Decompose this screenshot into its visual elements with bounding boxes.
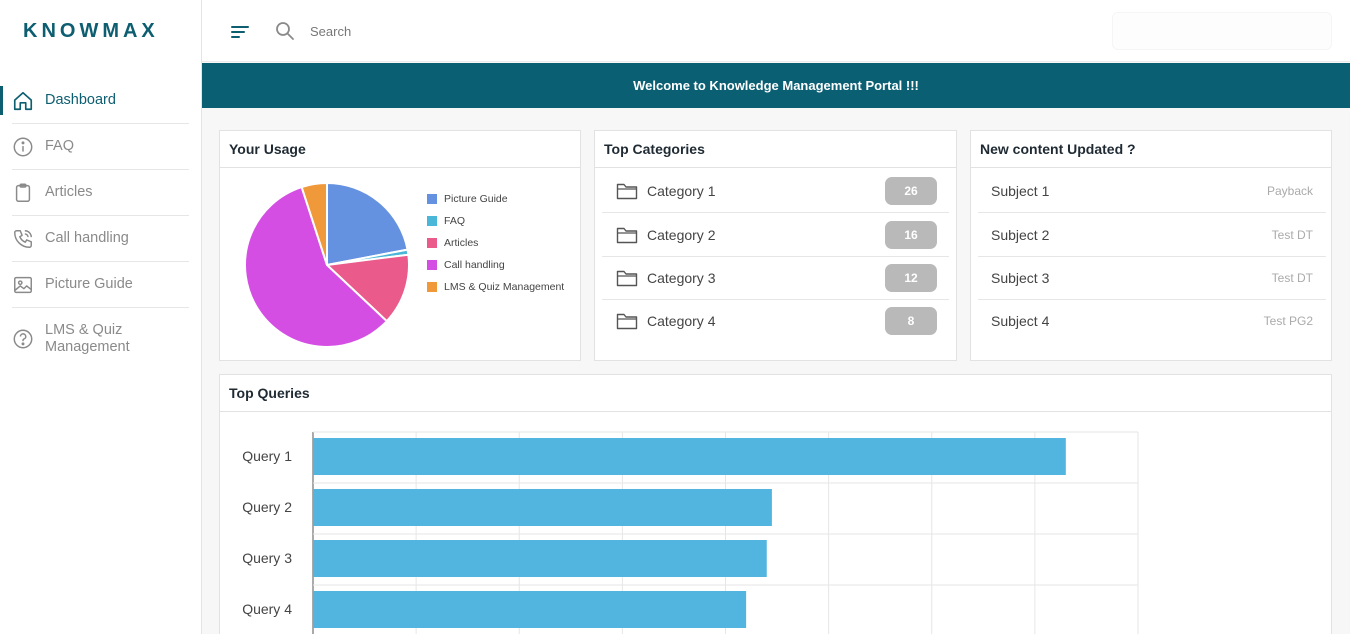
bar-query-4[interactable]: [313, 591, 747, 628]
sidebar-item-picture-guide[interactable]: Picture Guide: [12, 262, 189, 308]
category-row[interactable]: Category 2 16: [602, 213, 949, 257]
category-label: Category 1: [647, 182, 716, 199]
info-icon: [12, 136, 34, 158]
top-queries-card: Top Queries Query 1 Query 2 Query 3 Query 4: [219, 374, 1332, 634]
usage-legend: Picture Guide FAQ Articles Call handling LMS…: [427, 188, 564, 298]
home-icon: [12, 90, 34, 112]
legend-item[interactable]: FAQ: [427, 210, 564, 232]
pie-slice-lms-quiz-management[interactable]: [300, 181, 328, 266]
phone-icon: [12, 228, 34, 250]
category-label: Category 3: [647, 269, 716, 286]
welcome-banner: Welcome to Knowledge Management Portal !…: [202, 63, 1350, 108]
category-label: Category 4: [647, 313, 716, 329]
new-content-card: New content Updated ? Subject 1 Payback …: [970, 130, 1332, 361]
folder-icon: [616, 270, 638, 286]
legend-item[interactable]: LMS & Quiz Management: [427, 276, 564, 298]
usage-title: Your Usage: [220, 131, 580, 168]
new-content-title: New content Updated ?: [971, 131, 1331, 168]
folder-icon: [616, 227, 638, 243]
category-tick-label: Query 2: [242, 499, 292, 515]
legend-item[interactable]: Call handling: [427, 254, 564, 276]
content-tag: Test PG2: [1263, 314, 1313, 328]
content-tag: Test DT: [1271, 270, 1313, 285]
question-icon: [12, 328, 34, 350]
search-input[interactable]: [310, 18, 610, 44]
top-queries-title: Top Queries: [220, 375, 1331, 412]
legend-swatch: [427, 260, 437, 270]
content-row[interactable]: Subject 2 Test DT: [978, 213, 1326, 257]
content-row[interactable]: Subject 3 Test DT: [978, 256, 1326, 300]
sidebar: KNOWMAX Dashboard FAQ Articles Call hand…: [0, 0, 202, 634]
category-count-badge: 8: [885, 307, 937, 335]
sidebar-item-label: FAQ: [45, 138, 75, 154]
sidebar-item-label: Picture Guide: [45, 276, 133, 292]
legend-item[interactable]: Picture Guide: [427, 188, 564, 210]
content-subject: Subject 4: [991, 313, 1050, 329]
pie-slice-articles[interactable]: [324, 253, 410, 323]
legend-swatch: [427, 194, 437, 204]
top-queries-bar-chart: Query 1 Query 2 Query 3 Query 4: [242, 431, 1139, 634]
category-label: Category 2: [647, 226, 716, 243]
bar-query-3[interactable]: [313, 540, 767, 577]
content-subject: Subject 2: [991, 226, 1050, 243]
top-categories-card: Top Categories Category 1 26 Category 2 …: [594, 130, 957, 361]
sidebar-nav: Dashboard FAQ Articles Call handling Pic…: [0, 78, 202, 370]
sidebar-item-label: Dashboard: [45, 92, 116, 108]
legend-label: LMS & Quiz Management: [444, 281, 565, 293]
legend-label: Picture Guide: [444, 193, 508, 205]
content-tag: Test DT: [1271, 227, 1313, 242]
image-icon: [12, 274, 34, 296]
folder-icon: [616, 183, 638, 199]
legend-item[interactable]: Articles: [427, 232, 564, 254]
category-tick-label: Query 3: [242, 550, 292, 566]
sidebar-item-lms-quiz[interactable]: LMS & Quiz Management: [12, 308, 189, 370]
top-bar: [202, 0, 1350, 62]
folder-icon: [616, 313, 638, 330]
search-icon: [276, 22, 294, 40]
legend-swatch: [427, 238, 437, 248]
usage-pie-chart: [244, 181, 410, 348]
content-row[interactable]: Subject 4 Test PG2: [978, 299, 1326, 343]
sidebar-item-label: Call handling: [45, 230, 129, 246]
content-tag: Payback: [1266, 183, 1313, 198]
user-toolbar[interactable]: [1112, 12, 1332, 50]
sidebar-item-label: Articles: [45, 184, 93, 200]
content-subject: Subject 1: [991, 182, 1050, 199]
content-subject: Subject 3: [991, 269, 1050, 286]
category-row[interactable]: Category 4 8: [602, 299, 949, 343]
clipboard-icon: [12, 182, 34, 204]
category-row[interactable]: Category 3 12: [602, 256, 949, 300]
category-count-badge: 16: [885, 220, 937, 249]
app-logo: KNOWMAX: [23, 20, 159, 42]
category-tick-label: Query 1: [242, 448, 292, 464]
bar-query-1[interactable]: [313, 438, 1066, 475]
usage-card: Your Usage Picture Guide FAQ Articles Call …: [219, 130, 581, 361]
sidebar-item-articles[interactable]: Articles: [12, 170, 189, 216]
content-row[interactable]: Subject 1 Payback: [978, 169, 1326, 213]
legend-label: Articles: [444, 237, 479, 249]
sidebar-item-call-handling[interactable]: Call handling: [12, 216, 189, 262]
pie-slice-picture-guide[interactable]: [326, 181, 409, 267]
category-tick-label: Query 4: [242, 601, 292, 617]
category-count-badge: 12: [885, 263, 937, 292]
sidebar-item-label: LMS & Quiz Management: [45, 322, 130, 355]
bar-query-2[interactable]: [313, 489, 772, 526]
sidebar-item-dashboard[interactable]: Dashboard: [0, 78, 189, 124]
legend-swatch: [427, 216, 437, 226]
category-count-badge: 26: [885, 176, 937, 205]
legend-label: FAQ: [444, 215, 466, 227]
pie-slice-call-handling[interactable]: [244, 185, 389, 348]
top-categories-title: Top Categories: [595, 131, 956, 168]
legend-label: Call handling: [444, 259, 505, 271]
menu-icon[interactable]: [230, 23, 252, 41]
sidebar-item-faq[interactable]: FAQ: [12, 124, 189, 170]
legend-swatch: [427, 282, 437, 292]
category-row[interactable]: Category 1 26: [602, 169, 949, 213]
